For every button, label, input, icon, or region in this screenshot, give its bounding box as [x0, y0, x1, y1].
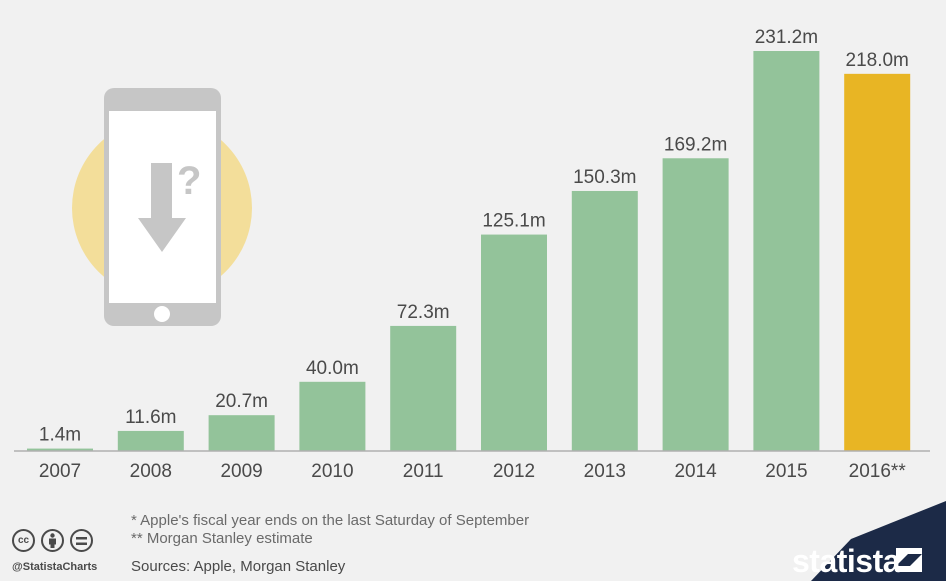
statista-logo-icon — [896, 548, 922, 572]
bar-2012 — [481, 234, 547, 451]
chart-area: ? 1.4m 11.6m 20.7m 40.0m 72.3m 125.1m 150.3m 16… — [14, 27, 930, 482]
value-label: 72.3m — [397, 302, 450, 323]
bars-group — [27, 51, 911, 452]
phone-illustration: ? — [72, 88, 252, 326]
no-derivatives-icon — [70, 529, 93, 552]
question-mark-icon: ? — [177, 159, 201, 203]
value-label: 11.6m — [125, 407, 176, 428]
phone-home-button — [154, 306, 170, 322]
x-tick-label: 2009 — [220, 461, 262, 482]
value-label: 169.2m — [664, 134, 727, 155]
download-arrow-icon — [138, 163, 186, 252]
x-tick-label: 2015 — [765, 461, 807, 482]
value-label: 1.4m — [39, 425, 81, 446]
footnotes: * Apple's fiscal year ends on the last S… — [131, 512, 529, 548]
x-tick-label: 2008 — [130, 461, 172, 482]
bar-chart: ? 1.4m 11.6m 20.7m 40.0m 72.3m 125.1m 150.3m 16… — [14, 27, 930, 482]
bar-2008 — [117, 430, 184, 451]
sources-text: Sources: Apple, Morgan Stanley — [131, 558, 346, 575]
bar-2007 — [27, 448, 93, 451]
statista-handle: @StatistaCharts — [12, 561, 98, 573]
value-label: 231.2m — [755, 27, 818, 48]
x-tick-label: 2012 — [493, 461, 535, 482]
value-label: 125.1m — [482, 211, 545, 232]
x-tick-label: 2013 — [584, 461, 626, 482]
x-tick-label: 2016** — [849, 461, 907, 482]
footnote-fiscal-year: * Apple's fiscal year ends on the last S… — [131, 512, 530, 529]
x-tick-label: 2007 — [39, 461, 81, 482]
bar-2010 — [299, 381, 366, 451]
bar-2009 — [208, 415, 275, 451]
bar-2011 — [390, 325, 457, 451]
x-tick-label: 2010 — [311, 461, 353, 482]
value-label: 150.3m — [573, 167, 636, 188]
bar-2014 — [662, 158, 729, 452]
x-tick-labels-group: 2007 2008 2009 2010 2011 2012 2013 2014 2015 2016… — [39, 461, 906, 482]
brand-band — [811, 501, 946, 581]
statista-logo-text[interactable]: statista — [792, 543, 901, 579]
value-label: 40.0m — [306, 358, 359, 379]
value-label: 20.7m — [215, 391, 268, 412]
x-tick-label: 2011 — [403, 461, 444, 482]
x-tick-label: 2014 — [674, 461, 717, 482]
value-label: 218.0m — [846, 50, 909, 71]
bar-2015 — [753, 51, 820, 451]
bar-2016 — [844, 73, 911, 451]
value-labels-group: 1.4m 11.6m 20.7m 40.0m 72.3m 125.1m 150.3m 169.… — [39, 27, 909, 446]
attribution-icon — [41, 529, 64, 552]
cc-license-icon: cc — [12, 529, 35, 552]
bar-2013 — [571, 190, 638, 451]
footnote-estimate: ** Morgan Stanley estimate — [131, 530, 313, 547]
license-icons: cc — [12, 529, 93, 552]
